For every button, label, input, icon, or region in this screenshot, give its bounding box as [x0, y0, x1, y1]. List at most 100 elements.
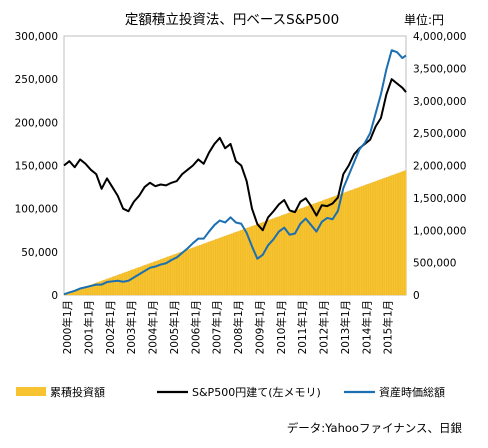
- cumulative-bar: [234, 232, 238, 296]
- cumulative-bar: [209, 241, 213, 296]
- x-tick-label: 2000年1月: [61, 300, 74, 354]
- cumulative-bar: [398, 172, 401, 296]
- cumulative-bar: [327, 198, 330, 296]
- series-lines-group: [63, 49, 407, 296]
- cumulative-bar: [356, 188, 359, 296]
- cumulative-bar: [343, 192, 346, 296]
- cumulative-bar: [119, 274, 122, 296]
- left-axis: 300,000 250,000 200,000 150,000 100,000 50,00…: [15, 31, 58, 302]
- cumulative-bar: [364, 184, 368, 296]
- cumulative-bar: [320, 200, 323, 296]
- cumulative-bar: [393, 174, 396, 296]
- cumulative-bar: [222, 236, 225, 296]
- x-tick-label: 2011年1月: [296, 300, 309, 354]
- right-tick-label: 4,000,000: [413, 31, 466, 43]
- cumulative-bar: [227, 234, 230, 296]
- cumulative-bar: [245, 228, 248, 296]
- cumulative-bar: [254, 224, 257, 296]
- cumulative-bar: [281, 215, 284, 296]
- cumulative-bar: [128, 270, 131, 296]
- left-tick-label: 250,000: [15, 74, 58, 86]
- cumulative-bar: [229, 234, 232, 296]
- cumulative-bar: [348, 190, 352, 296]
- cumulative-bar: [382, 178, 385, 296]
- right-tick-label: 2,000,000: [413, 161, 466, 173]
- x-tick-label: 2002年1月: [104, 300, 117, 354]
- cumulative-bar: [202, 243, 205, 296]
- legend-swatch-cumulative: [16, 387, 46, 396]
- cumulative-bar: [277, 216, 280, 296]
- cumulative-bar: [372, 182, 375, 296]
- cumulative-bar: [249, 226, 252, 296]
- cumulative-bar: [233, 232, 236, 296]
- cumulative-bar: [213, 239, 216, 296]
- x-tick-label: 2010年1月: [275, 300, 288, 354]
- cumulative-bar: [288, 212, 291, 296]
- cumulative-bar: [120, 273, 124, 296]
- cumulative-bar: [136, 267, 140, 296]
- cumulative-bar: [272, 218, 275, 296]
- cumulative-bar: [400, 171, 403, 296]
- cumulative-bar: [126, 271, 129, 296]
- cumulative-bar: [181, 251, 184, 296]
- x-tick-label: 2007年1月: [211, 300, 224, 354]
- cumulative-bar: [359, 186, 362, 296]
- x-tick-label: 2003年1月: [125, 300, 138, 354]
- cumulative-bar: [370, 182, 373, 296]
- cumulative-bar: [291, 211, 295, 296]
- cumulative-bar: [350, 189, 353, 296]
- cumulative-bar: [380, 178, 384, 296]
- cumulative-bar: [290, 211, 293, 296]
- cumulative-bar: [218, 237, 222, 296]
- left-tick-label: 50,000: [21, 247, 58, 259]
- cumulative-bar: [386, 177, 389, 296]
- cumulative-bar: [270, 219, 273, 296]
- cumulative-bar: [334, 195, 337, 296]
- market-value-line: [63, 49, 407, 296]
- cumulative-bar: [341, 193, 344, 296]
- cumulative-bar: [339, 193, 343, 296]
- cumulative-bar: [215, 239, 218, 296]
- cumulative-bar: [176, 253, 179, 296]
- cumulative-bar: [220, 237, 223, 296]
- cumulative-bar: [368, 183, 371, 296]
- cumulative-bar: [204, 243, 207, 296]
- cumulative-bar: [238, 230, 241, 296]
- x-tick-label: 2006年1月: [189, 300, 202, 354]
- cumulative-bar: [172, 254, 175, 296]
- cumulative-bar: [315, 202, 318, 296]
- cumulative-bar: [225, 235, 229, 296]
- cumulative-bar: [275, 217, 279, 296]
- cumulative-bar: [115, 275, 118, 296]
- cumulative-bar: [395, 173, 398, 296]
- cumulative-bar: [299, 208, 302, 296]
- x-tick-label: 2015年1月: [382, 300, 395, 354]
- cumulative-bar: [179, 252, 182, 296]
- x-tick-label: 2009年1月: [253, 300, 266, 354]
- cumulative-bar: [388, 176, 391, 296]
- cumulative-bar: [188, 248, 191, 296]
- cumulative-bar: [131, 269, 134, 296]
- cumulative-bar: [373, 181, 376, 296]
- cumulative-bar: [352, 189, 355, 296]
- cumulative-bar: [268, 219, 271, 296]
- cumulative-bar: [252, 225, 255, 296]
- right-tick-label: 3,000,000: [413, 96, 466, 108]
- right-axis: 4,000,000 3,500,000 3,000,000 2,500,000 2,00…: [413, 31, 466, 302]
- cumulative-bar: [99, 281, 102, 296]
- source-note: データ:Yahooファイナンス、日銀: [287, 421, 463, 435]
- cumulative-bar: [192, 247, 195, 296]
- cumulative-bar: [404, 170, 407, 296]
- cumulative-bar: [379, 179, 382, 296]
- cumulative-bar: [265, 221, 268, 296]
- cumulative-bar: [193, 246, 197, 296]
- cumulative-bar: [357, 187, 360, 296]
- cumulative-bar: [133, 268, 136, 296]
- right-tick-label: 1,000,000: [413, 225, 466, 237]
- x-axis: 2000年1月 2001年1月 2002年1月 2003年1月 2004年1月 2005年…: [61, 300, 395, 354]
- right-tick-label: 500,000: [413, 258, 456, 270]
- left-tick-label: 150,000: [15, 161, 58, 173]
- x-tick-label: 2005年1月: [168, 300, 181, 354]
- x-tick-label: 2008年1月: [232, 300, 245, 354]
